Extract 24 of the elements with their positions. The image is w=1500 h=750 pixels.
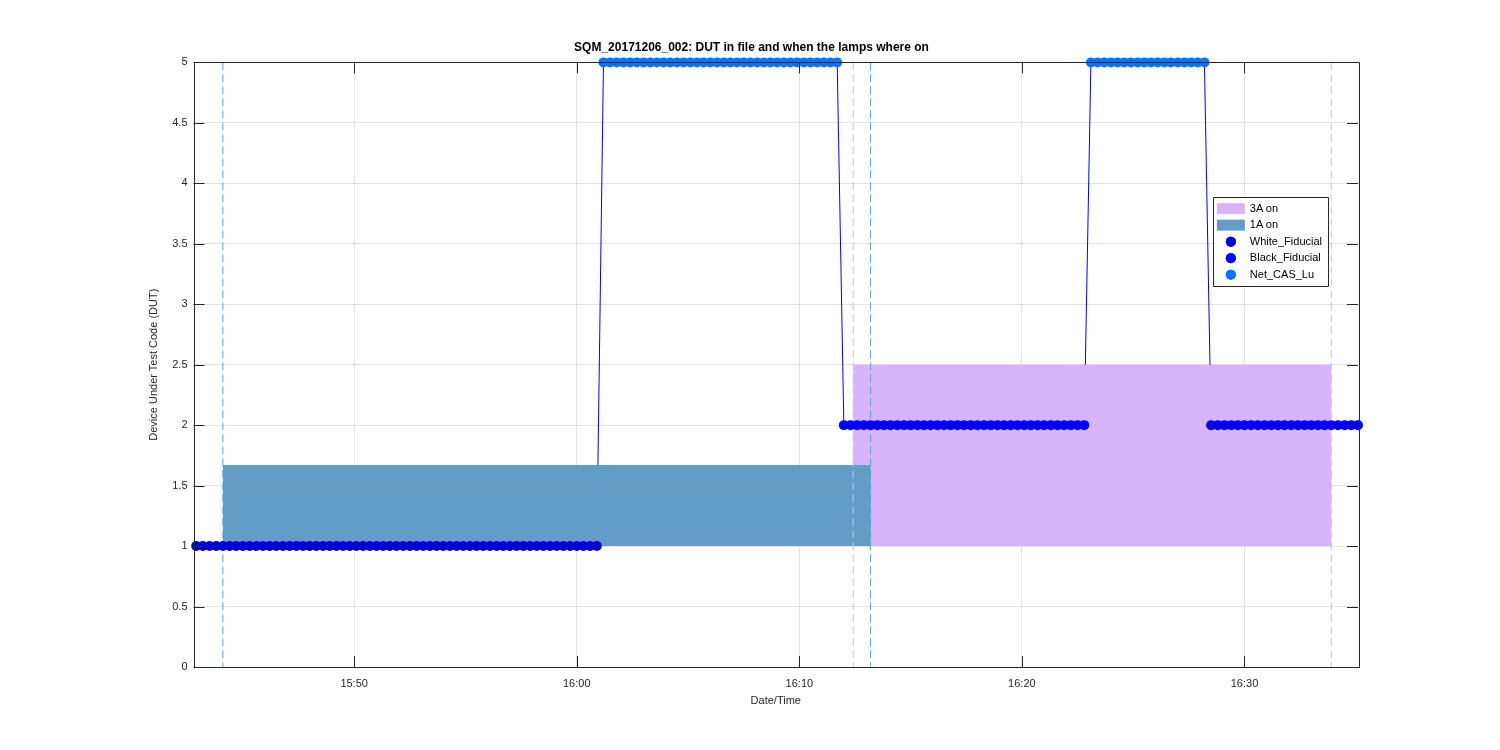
y-tick-label: 2	[181, 418, 188, 431]
y-axis-title: Device Under Test Code (DUT)	[146, 288, 159, 441]
legend-label: 1A on	[1249, 218, 1278, 231]
x-tick-label: 15:50	[340, 676, 368, 689]
y-tick-label: 4.5	[172, 115, 188, 128]
chart-title: SQM_20171206_002: DUT in file and when the lamps where on	[574, 39, 929, 54]
x-tick-label: 16:00	[563, 676, 591, 689]
y-tick-label: 5	[181, 55, 188, 68]
x-tick-label: 16:30	[1230, 676, 1259, 689]
y-tick-label: 3	[181, 297, 188, 310]
y-tick-label: 3.5	[172, 236, 188, 249]
y-tick-label: 4	[181, 176, 188, 189]
y-tick-label: 2.5	[172, 357, 188, 370]
y-tick-label: 1.5	[172, 478, 188, 491]
y-tick-label: 0	[181, 660, 188, 673]
legend-label: White_Fiducial	[1249, 234, 1322, 247]
x-axis-title: Date/Time	[750, 694, 801, 707]
legend-label: 3A on	[1249, 201, 1278, 214]
x-tick-label: 16:10	[785, 676, 814, 689]
legend-label: Net_CAS_Lu	[1249, 267, 1315, 280]
legend-label: Black_Fiducial	[1249, 251, 1321, 264]
y-tick-label: 0.5	[172, 599, 188, 612]
y-tick-label: 1	[181, 539, 188, 552]
x-tick-label: 16:20	[1008, 676, 1036, 689]
